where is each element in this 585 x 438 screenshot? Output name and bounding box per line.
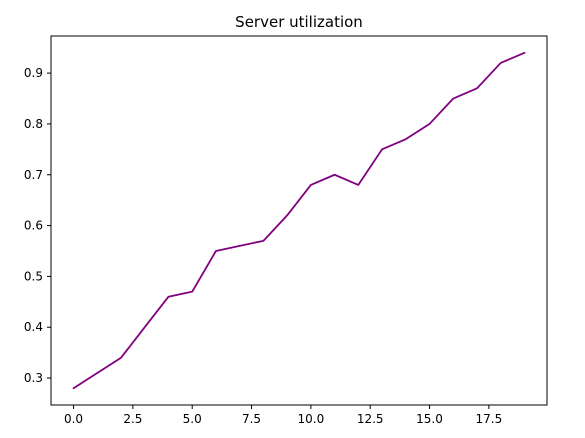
y-tick-label: 0.5 <box>24 269 43 283</box>
y-tick-label: 0.3 <box>24 371 43 385</box>
x-tick-label: 7.5 <box>242 412 261 426</box>
y-axis: 0.3 0.4 0.5 0.6 0.7 0.8 0.9 <box>24 66 51 385</box>
x-tick-label: 17.5 <box>475 412 502 426</box>
chart-title: Server utilization <box>235 13 363 31</box>
y-tick-label: 0.6 <box>24 219 43 233</box>
y-tick-label: 0.9 <box>24 66 43 80</box>
x-tick-label: 12.5 <box>357 412 384 426</box>
x-tick-label: 10.0 <box>298 412 325 426</box>
series-layer <box>72 51 526 390</box>
y-tick-label: 0.4 <box>24 320 43 334</box>
x-tick-label: 0.0 <box>64 412 83 426</box>
x-tick-label: 15.0 <box>416 412 443 426</box>
series-line <box>72 51 526 390</box>
plot-area-frame <box>50 35 548 406</box>
y-tick-label: 0.7 <box>24 168 43 182</box>
x-axis: 0.0 2.5 5.0 7.5 10.0 12.5 15.0 17.5 <box>64 405 502 426</box>
y-tick-label: 0.8 <box>24 117 43 131</box>
x-tick-label: 5.0 <box>183 412 202 426</box>
x-tick-label: 2.5 <box>123 412 142 426</box>
